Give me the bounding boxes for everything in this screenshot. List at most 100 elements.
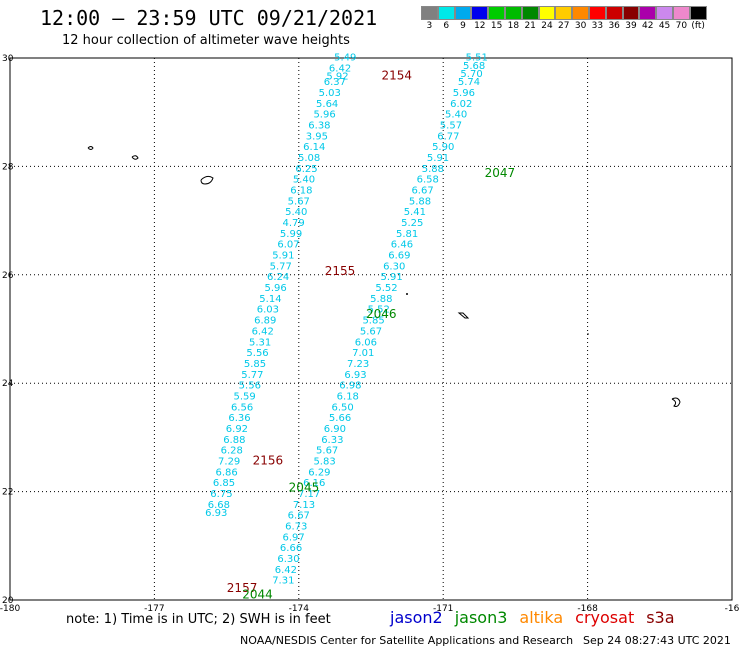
y-tick-label: 22: [2, 488, 13, 498]
footnote: note: 1) Time is in UTC; 2) SWH is in fe…: [66, 612, 331, 627]
legend-item-altika: altika: [519, 608, 564, 627]
wave-height-value: 6.67: [288, 511, 310, 522]
colorbar-label: 24: [541, 21, 553, 31]
colorbar-label: 39: [625, 21, 637, 31]
x-tick-label: -171: [433, 604, 453, 614]
colorbar-swatch: [689, 6, 707, 20]
wave-height-value: 7.29: [218, 457, 240, 468]
x-tick-label: -16: [725, 604, 740, 614]
island-dot: [587, 333, 589, 335]
colorbar-swatch: [672, 6, 690, 20]
wave-height-value: 5.96: [313, 110, 335, 121]
x-tick-label: -180: [0, 604, 20, 614]
wave-height-value: 5.14: [259, 294, 281, 305]
wave-height-value: 6.16: [303, 478, 325, 489]
wave-height-value: 5.96: [264, 283, 286, 294]
wave-height-value: 6.66: [280, 543, 302, 554]
wave-height-value: 5.51: [466, 53, 488, 64]
wave-height-value: 5.88: [409, 196, 431, 207]
wave-height-value: 5.56: [239, 381, 261, 392]
wave-height-value: 6.73: [285, 522, 307, 533]
wave-height-value: 5.57: [440, 120, 462, 131]
wave-height-value: 6.75: [210, 489, 232, 500]
y-tick-label: 30: [2, 54, 14, 64]
wave-height-value: 5.91: [272, 251, 294, 262]
pass-time-label: 2157: [227, 581, 258, 595]
colorbar-swatch: [538, 6, 556, 20]
wave-height-value: 6.30: [383, 261, 405, 272]
colorbar-labels: 3 6 9 12 15 18 21 24 27 30 33 36 39 42 45 70 (ft): [421, 20, 707, 31]
wave-height-value: 6.58: [417, 175, 439, 186]
colorbar-label: 21: [524, 21, 536, 31]
generated-timestamp: Sep 24 08:27:43 UTC 2021: [583, 634, 731, 647]
x-tick-label: -177: [144, 604, 164, 614]
wave-height-value: 5.85: [244, 359, 266, 370]
wave-height-value: 6.93: [344, 370, 366, 381]
legend-item-cryosat: cryosat: [575, 608, 635, 627]
colorbar-swatch: [572, 6, 589, 20]
pass-time-label: 2155: [325, 264, 356, 278]
wave-height-value: 6.07: [277, 240, 299, 251]
wave-height-value: 5.92: [326, 72, 348, 83]
wave-height-value: 7.01: [352, 348, 374, 359]
wave-height-value: 6.90: [324, 424, 346, 435]
colorbar-label: 45: [658, 21, 671, 31]
wave-height-value: 5.99: [280, 229, 302, 240]
colorbar-swatch: [454, 6, 472, 20]
y-tick-label: 26: [2, 271, 14, 281]
wave-height-value: 7.31: [272, 576, 294, 587]
colorbar-swatch: [588, 6, 606, 20]
pass-time-label: 2044: [242, 587, 273, 601]
map-title: 12:00 – 23:59 UTC 09/21/2021: [40, 6, 378, 30]
colorbar-label: 18: [507, 21, 520, 31]
wave-height-value: 5.40: [293, 175, 315, 186]
wave-height-value: 5.74: [458, 77, 480, 88]
wave-height-value: 6.18: [337, 391, 359, 402]
wave-height-value: 6.24: [267, 272, 289, 283]
wave-height-value: 6.25: [295, 164, 317, 175]
wave-height-value: 5.49: [334, 53, 356, 64]
wave-height-value: 4.79: [283, 218, 305, 229]
wave-height-value: 6.02: [450, 99, 472, 110]
pass-time-label: 2156: [253, 454, 284, 468]
wave-height-value: 6.42: [252, 326, 274, 337]
x-tick-label: -174: [289, 604, 310, 614]
colorbar-label: 42: [642, 21, 654, 31]
wave-height-value: 6.33: [321, 435, 343, 446]
wave-height-colorbar: 3 6 9 12 15 18 21 24 27 30 33 36 39 42 45 70 (ft): [421, 6, 707, 31]
wave-height-value: 6.92: [226, 424, 248, 435]
pass-time-label: 2045: [289, 481, 320, 495]
wave-height-value: 5.31: [249, 337, 271, 348]
wave-height-value: 6.68: [208, 500, 230, 511]
wave-height-value: 5.67: [360, 326, 382, 337]
colorbar-label: 30: [574, 21, 587, 31]
colorbar-swatches: [421, 6, 707, 20]
colorbar-swatch: [488, 6, 505, 20]
wave-height-value: 6.42: [275, 565, 297, 576]
pass-time-label: 2046: [366, 307, 397, 321]
wave-height-value: 7.13: [293, 500, 315, 511]
wave-height-value: 5.85: [362, 316, 384, 327]
wave-height-value: 5.40: [445, 110, 467, 121]
legend-item-jason3: jason3: [454, 608, 508, 627]
colorbar-label: 70: [675, 21, 688, 31]
colorbar-swatch: [421, 6, 438, 20]
wave-height-value: 5.96: [453, 88, 475, 99]
colorbar-swatch: [471, 6, 489, 20]
wave-height-value: 5.64: [316, 99, 338, 110]
colorbar-swatch: [437, 6, 455, 20]
colorbar-label: 27: [558, 21, 570, 31]
colorbar-label: 15: [490, 21, 503, 31]
island-outline: [671, 397, 681, 407]
colorbar-swatch: [504, 6, 522, 20]
wave-height-value: 5.88: [422, 164, 444, 175]
wave-height-value: 5.52: [375, 283, 397, 294]
wave-height-value: 6.56: [231, 402, 253, 413]
wave-height-value: 6.28: [221, 446, 243, 457]
credit-line: NOAA/NESDIS Center for Satellite Applica…: [240, 634, 574, 647]
pass-time-label: 2154: [382, 69, 413, 83]
wave-height-value: 6.30: [277, 554, 299, 565]
colorbar-label: 12: [474, 21, 486, 31]
wave-height-value: 5.91: [380, 272, 402, 283]
